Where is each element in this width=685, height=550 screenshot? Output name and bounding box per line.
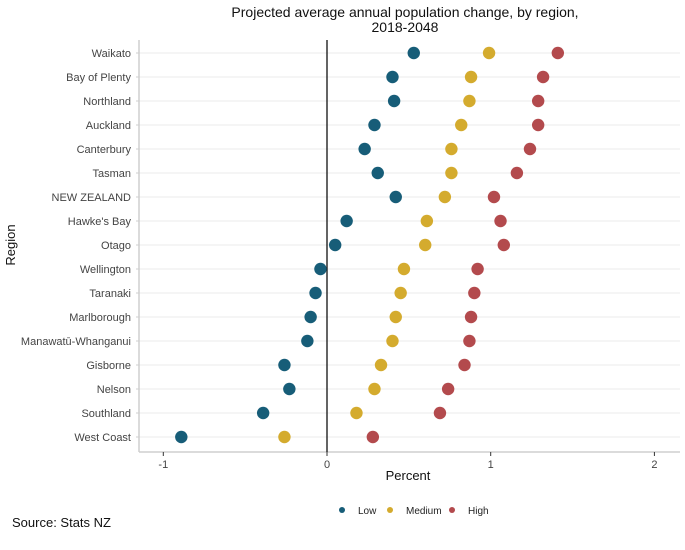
point-high — [458, 358, 471, 372]
chart-title-line2: 2018-2048 — [372, 19, 439, 35]
legend-key-high — [449, 507, 455, 513]
y-tick-label: Hawke's Bay — [68, 216, 132, 228]
y-axis-label: Region — [3, 224, 18, 265]
point-high — [464, 310, 478, 324]
point-medium — [394, 286, 407, 300]
point-low — [283, 382, 296, 396]
point-low — [314, 262, 327, 276]
x-tick-label: 0 — [324, 459, 330, 471]
x-tick-label: 1 — [488, 459, 494, 471]
point-medium — [278, 430, 291, 444]
point-high — [531, 118, 545, 132]
y-tick-label: Southland — [81, 408, 131, 420]
x-axis-label: Percent — [386, 468, 431, 483]
point-low — [278, 358, 291, 372]
point-low — [386, 70, 399, 84]
point-high — [510, 166, 524, 180]
point-medium — [482, 46, 496, 60]
point-medium — [463, 94, 476, 108]
point-medium — [350, 406, 363, 420]
point-low — [328, 238, 342, 252]
y-tick-label: Northland — [83, 96, 131, 108]
point-low — [368, 118, 381, 132]
point-medium — [386, 334, 399, 348]
y-tick-label: Wellington — [80, 264, 131, 276]
y-tick-label: Manawatū-Whanganui — [21, 336, 131, 348]
point-low — [301, 334, 314, 348]
point-low — [389, 190, 402, 204]
point-high — [523, 142, 537, 156]
point-low — [309, 286, 322, 300]
point-low — [256, 406, 270, 420]
axes — [136, 40, 680, 456]
legend: Low Medium High — [339, 506, 489, 517]
point-medium — [464, 70, 478, 84]
legend-label-low: Low — [358, 506, 377, 517]
gridlines — [139, 52, 680, 438]
y-tick-label: West Coast — [74, 432, 131, 444]
point-high — [531, 94, 545, 108]
point-high — [366, 430, 380, 444]
point-high — [497, 238, 510, 252]
y-tick-labels: Waikato Bay of Plenty Northland Auckland Can… — [21, 48, 132, 444]
point-low — [340, 214, 353, 228]
x-tick-label: -1 — [158, 459, 168, 471]
point-low — [407, 46, 420, 60]
y-tick-label: Tasman — [92, 168, 131, 180]
point-medium — [374, 358, 388, 372]
point-medium — [455, 118, 468, 132]
point-low — [175, 430, 188, 444]
point-high — [441, 382, 455, 396]
legend-key-low — [339, 507, 345, 513]
legend-label-medium: Medium — [406, 506, 442, 517]
point-high — [463, 334, 476, 348]
point-high — [551, 46, 565, 60]
y-tick-label: Waikato — [92, 48, 131, 60]
point-medium — [420, 214, 434, 228]
source-note: Source: Stats NZ — [12, 515, 111, 530]
point-low — [304, 310, 317, 324]
x-tick-labels: -1 0 1 2 — [158, 459, 657, 471]
y-tick-label: Taranaki — [89, 288, 131, 300]
y-tick-label: Marlborough — [69, 312, 131, 324]
point-high — [494, 214, 507, 228]
point-medium — [445, 142, 458, 156]
point-high — [471, 262, 484, 276]
y-tick-label: NEW ZEALAND — [52, 192, 132, 204]
y-tick-label: Gisborne — [86, 360, 131, 372]
y-tick-label: Nelson — [97, 384, 131, 396]
point-low — [371, 166, 384, 180]
point-medium — [389, 310, 402, 324]
point-low — [358, 142, 371, 156]
chart-title: Projected average annual population chan… — [231, 4, 578, 20]
y-tick-label: Canterbury — [77, 144, 132, 156]
point-low — [387, 94, 401, 108]
y-tick-label: Bay of Plenty — [66, 72, 131, 84]
point-high — [487, 190, 501, 204]
legend-key-medium — [387, 507, 393, 513]
point-medium — [438, 190, 452, 204]
point-medium — [445, 166, 458, 180]
point-medium — [397, 262, 411, 276]
point-medium — [419, 238, 432, 252]
legend-label-high: High — [468, 506, 489, 517]
point-medium — [368, 382, 381, 396]
data-points — [175, 46, 565, 444]
point-high — [536, 70, 550, 84]
y-tick-label: Otago — [101, 240, 131, 252]
point-high — [433, 406, 447, 420]
y-tick-label: Auckland — [86, 120, 131, 132]
point-high — [468, 286, 481, 300]
x-tick-label: 2 — [651, 459, 657, 471]
